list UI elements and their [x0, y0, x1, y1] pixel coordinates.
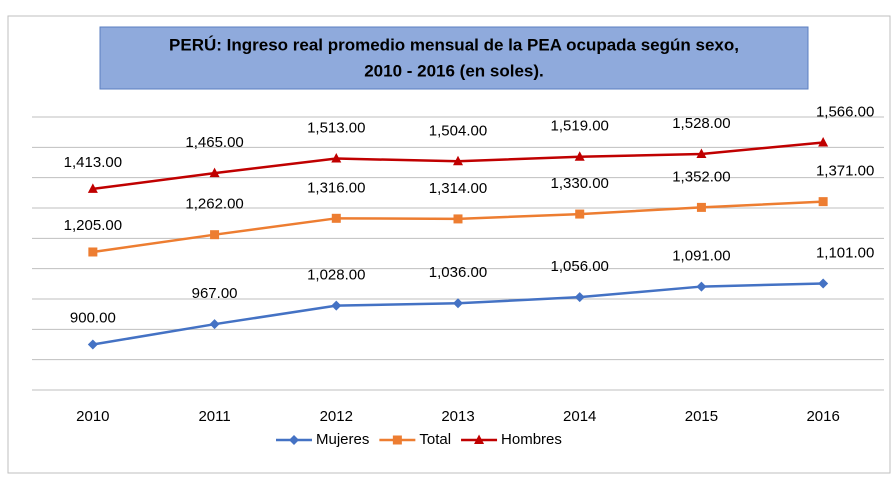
point: [696, 148, 707, 159]
data-label: 1,091.00: [672, 248, 730, 265]
data-label: 1,316.00: [307, 179, 365, 196]
point: [818, 136, 829, 147]
data-label: 1,513.00: [307, 120, 365, 137]
data-label: 1,101.00: [816, 244, 874, 261]
point: [696, 202, 706, 212]
x-tick-label: 2010: [76, 408, 109, 425]
x-tick-label: 2014: [563, 408, 596, 425]
x-tick-label: 2016: [806, 408, 839, 425]
legend-label: Total: [419, 431, 451, 448]
legend-marker: [474, 434, 485, 444]
legend-marker: [289, 435, 299, 445]
point: [87, 339, 98, 350]
data-label: 1,205.00: [64, 217, 122, 234]
data-label: 1,056.00: [551, 258, 609, 275]
legend: Mujeres Total Hombres: [276, 431, 562, 448]
data-label: 1,413.00: [64, 154, 122, 171]
legend-marker: [392, 435, 402, 445]
point: [209, 167, 220, 178]
point: [87, 183, 98, 193]
data-label: 1,504.00: [429, 122, 487, 139]
point: [210, 230, 220, 240]
data-label: 1,566.00: [816, 103, 874, 120]
x-tick-label: 2012: [320, 408, 353, 425]
point: [818, 197, 828, 207]
chart-frame: [7, 15, 891, 474]
point: [453, 298, 463, 309]
title-box: [99, 26, 809, 90]
x-tick-label: 2015: [685, 408, 718, 425]
data-label: 1,465.00: [185, 134, 243, 151]
point: [575, 209, 585, 219]
point: [331, 300, 342, 311]
point: [696, 281, 707, 292]
x-tick-label: 2013: [441, 408, 474, 425]
legend-label: Mujeres: [316, 431, 369, 448]
point: [209, 319, 220, 330]
data-label: 1,330.00: [551, 175, 609, 192]
chart-subtitle: 2010 - 2016 (en soles).: [364, 61, 544, 80]
data-label: 1,314.00: [429, 180, 487, 197]
data-label: 1,371.00: [816, 163, 874, 180]
data-label: 1,036.00: [429, 264, 487, 281]
point: [331, 213, 341, 223]
x-tick-label: 2011: [198, 408, 230, 425]
legend-label: Hombres: [501, 431, 562, 448]
data-label: 967.00: [192, 285, 238, 302]
point: [574, 151, 585, 161]
data-label: 900.00: [70, 309, 116, 326]
point: [574, 292, 585, 303]
chart-title: PERÚ: Ingreso real promedio mensual de l…: [169, 35, 739, 54]
data-label: 1,262.00: [185, 196, 243, 213]
point: [331, 153, 342, 163]
point: [88, 247, 98, 257]
point: [818, 278, 829, 289]
data-label: 1,519.00: [551, 118, 609, 135]
data-label: 1,028.00: [307, 267, 365, 284]
point: [453, 155, 463, 166]
data-label: 1,528.00: [672, 115, 730, 132]
point: [453, 214, 463, 224]
data-label: 1,352.00: [672, 168, 730, 185]
